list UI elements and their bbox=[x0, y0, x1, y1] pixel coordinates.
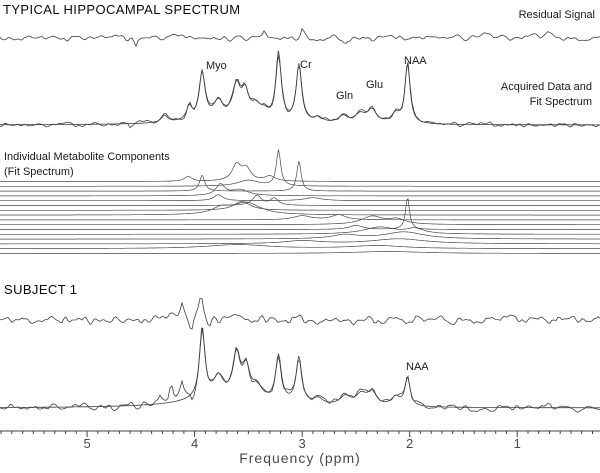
axis-tick-label-1: 1 bbox=[513, 436, 521, 451]
component-trace-14 bbox=[0, 244, 600, 249]
acquired-fit-data-trace bbox=[0, 54, 600, 129]
component-trace-11 bbox=[0, 226, 600, 235]
components-label: Individual Metabolite Components (Fit Sp… bbox=[4, 150, 170, 180]
axis-tick-label-3: 3 bbox=[298, 436, 306, 451]
peak-label-gln-2: Gln bbox=[336, 90, 354, 102]
component-trace-1 bbox=[0, 149, 600, 187]
peak-label-naa-4: NAA bbox=[404, 55, 427, 67]
subject-heading: SUBJECT 1 bbox=[4, 282, 78, 297]
axis-tick-label-2: 2 bbox=[406, 436, 414, 451]
subject-acquired-fit-fit-trace bbox=[0, 327, 600, 409]
component-trace-12 bbox=[0, 231, 600, 240]
peak-label-glu-3: Glu bbox=[366, 79, 384, 91]
axis-tick-label-5: 5 bbox=[83, 436, 91, 451]
component-trace-13 bbox=[0, 238, 600, 245]
component-trace-4 bbox=[0, 194, 600, 202]
component-trace-6 bbox=[0, 200, 600, 211]
component-trace-7 bbox=[0, 201, 600, 216]
component-trace-9 bbox=[0, 215, 600, 226]
component-trace-10 bbox=[0, 197, 600, 230]
residual-signal-data-trace bbox=[0, 27, 600, 48]
figure-title: TYPICAL HIPPOCAMPAL SPECTRUM bbox=[3, 2, 241, 17]
acquired-data-label-line1: Acquired Data and bbox=[500, 81, 592, 93]
peak-label-myo-0: Myo bbox=[206, 60, 227, 72]
peak-label-naa-5: NAA bbox=[406, 361, 429, 373]
components-label-line2: (Fit Spectrum) bbox=[4, 166, 74, 178]
residual-signal-label: Residual Signal bbox=[518, 9, 595, 21]
subject-residual-data-trace bbox=[0, 297, 600, 330]
component-trace-8 bbox=[0, 214, 600, 221]
axis-tick-label-4: 4 bbox=[190, 436, 199, 451]
component-trace-2 bbox=[0, 161, 600, 192]
components-label-line1: Individual Metabolite Components bbox=[4, 151, 170, 163]
component-trace-15 bbox=[0, 251, 600, 254]
x-axis-title: Frequency (ppm) bbox=[239, 450, 361, 466]
acquired-data-label: Acquired Data and Fit Spectrum bbox=[501, 80, 592, 110]
peak-label-cr-1: Cr bbox=[300, 59, 312, 71]
acquired-data-label-line2: Fit Spectrum bbox=[529, 96, 592, 108]
component-trace-5 bbox=[0, 194, 600, 206]
component-trace-3 bbox=[0, 183, 600, 197]
x-axis-ticks bbox=[0, 431, 593, 437]
component-trace-0 bbox=[0, 162, 600, 182]
subject-acquired-fit-data-trace bbox=[0, 327, 600, 413]
